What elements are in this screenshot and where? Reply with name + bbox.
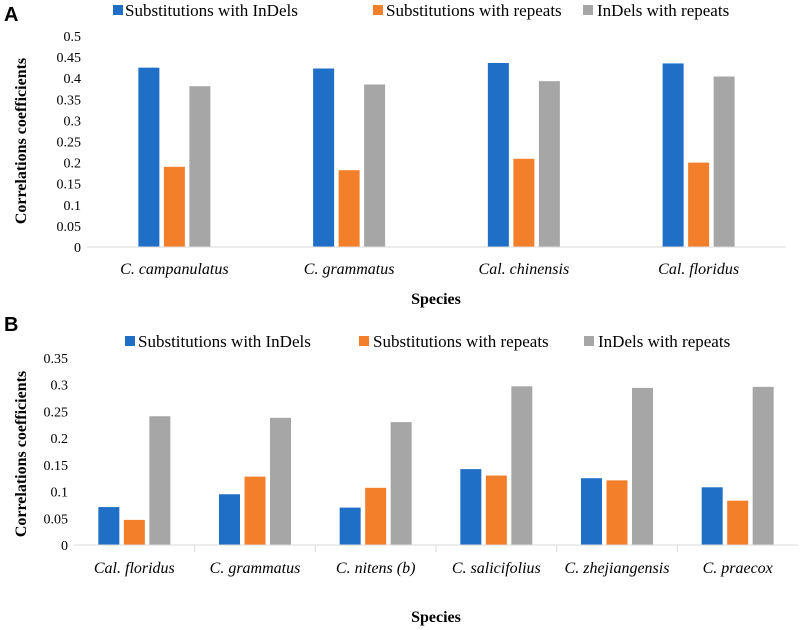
y-tick-label-b-1: 0.05: [44, 512, 69, 527]
x-axis-title-b: Species: [411, 609, 461, 626]
bar-b-1-1: [244, 476, 266, 545]
y-tick-label-a-1: 0.05: [57, 220, 82, 235]
bar-b-2-2: [390, 422, 412, 545]
legend-label-b-0: Substitutions with InDels: [138, 332, 311, 351]
category-label-a-2: Cal. chinensis: [479, 261, 570, 278]
categories-a: C. campanulatus C. grammatus Cal. chinensi…: [120, 261, 739, 278]
y-tick-label-a-8: 0.4: [64, 72, 82, 87]
y-tick-label-a-2: 0.1: [64, 199, 82, 214]
panel-label-b: B: [4, 314, 18, 336]
legend-label-a-0: Substitutions with InDels: [125, 1, 298, 20]
bar-a-3-1: [688, 162, 710, 247]
x-axis-title-a: Species: [411, 291, 461, 308]
bar-b-4-2: [632, 387, 653, 545]
y-ticks-a: 0 0.05 0.1 0.15 0.2 0.25 0.3 0.35 0.4 0.45 0.5: [57, 30, 82, 256]
y-tick-label-a-5: 0.25: [57, 136, 82, 151]
y-tick-label-a-10: 0.5: [64, 30, 82, 45]
bar-b-5-2: [752, 386, 774, 545]
category-label-b-0: Cal. floridus: [94, 560, 175, 577]
bar-b-0-0: [98, 507, 120, 545]
bar-b-5-0: [701, 487, 723, 545]
legend-label-a-1: Substitutions with repeats: [386, 1, 562, 20]
y-tick-label-a-4: 0.2: [64, 157, 82, 172]
category-label-a-3: Cal. floridus: [658, 261, 739, 278]
bar-b-2-0: [339, 507, 361, 545]
legend-label-b-2: InDels with repeats: [598, 332, 730, 351]
bar-b-2-1: [365, 487, 387, 545]
bars-a: [138, 63, 735, 248]
panel-label-a: A: [4, 4, 18, 26]
bar-b-1-0: [219, 494, 240, 545]
bars-b: [98, 386, 774, 545]
legend-swatch-a-0: [113, 5, 123, 15]
bar-a-1-1: [338, 170, 360, 247]
category-label-b-2: C. nitens (b): [336, 560, 416, 577]
bar-a-1-2: [364, 84, 386, 247]
y-tick-label-a-0: 0: [74, 241, 81, 256]
bar-b-4-1: [606, 480, 628, 545]
y-tick-label-a-6: 0.3: [64, 114, 82, 129]
bar-a-2-2: [538, 81, 560, 248]
y-tick-label-a-9: 0.45: [57, 51, 82, 66]
bar-a-1-0: [313, 68, 335, 247]
bar-b-0-2: [149, 416, 171, 545]
y-tick-label-b-0: 0: [61, 539, 68, 554]
category-label-b-3: C. salicifolius: [452, 560, 541, 577]
legend-swatch-b-2: [584, 336, 594, 346]
bar-a-3-2: [713, 76, 735, 248]
category-label-b-1: C. grammatus: [210, 560, 301, 577]
y-tick-label-b-4: 0.2: [51, 432, 69, 447]
legend-swatch-a-1: [373, 5, 383, 15]
y-tick-label-a-7: 0.35: [57, 93, 82, 108]
y-axis-title-a: Correlations coefficients: [13, 58, 30, 224]
legend-swatch-b-1: [359, 336, 369, 346]
bar-b-4-0: [581, 478, 602, 545]
legend-label-b-1: Substitutions with repeats: [373, 332, 549, 351]
legend-a: Substitutions with InDels Substitutions …: [113, 1, 729, 20]
legend-b: Substitutions with InDels Substitutions …: [125, 332, 730, 351]
bar-a-0-1: [163, 166, 185, 247]
y-axis-title-b: Correlations coefficients: [13, 371, 30, 537]
bar-b-0-1: [123, 519, 145, 545]
y-tick-label-b-7: 0.35: [44, 352, 69, 367]
bar-b-5-1: [727, 500, 749, 545]
chart-panel-b: B Substitutions with InDels Substitution…: [4, 314, 798, 626]
bar-b-3-2: [511, 386, 533, 545]
category-label-b-5: C. praecox: [703, 560, 773, 577]
categories-b: Cal. floridus C. grammatus C. nitens (b) C.…: [94, 545, 773, 577]
y-tick-label-b-5: 0.25: [44, 405, 69, 420]
y-tick-label-b-2: 0.1: [51, 486, 69, 501]
category-label-a-0: C. campanulatus: [120, 261, 228, 278]
y-ticks-b: 0 0.05 0.1 0.15 0.2 0.25 0.3 0.35: [44, 352, 69, 554]
bar-b-3-1: [485, 475, 507, 545]
y-tick-label-b-3: 0.15: [44, 459, 69, 474]
legend-swatch-a-2: [583, 5, 593, 15]
chart-panel-a: A Substitutions with InDels Substitution…: [4, 1, 786, 308]
category-label-b-4: C. zhejiangensis: [565, 560, 670, 577]
bar-a-0-0: [138, 67, 160, 248]
bar-b-1-2: [270, 417, 291, 545]
category-label-a-1: C. grammatus: [304, 261, 395, 278]
bar-a-3-0: [662, 63, 684, 248]
legend-swatch-b-0: [125, 336, 135, 346]
legend-label-a-2: InDels with repeats: [597, 1, 729, 20]
y-tick-label-b-6: 0.3: [51, 379, 69, 394]
bar-a-0-2: [189, 86, 211, 247]
bar-b-3-0: [460, 469, 482, 545]
y-tick-label-a-3: 0.15: [57, 178, 82, 193]
bar-a-2-0: [487, 63, 509, 248]
bar-a-2-1: [513, 158, 535, 247]
